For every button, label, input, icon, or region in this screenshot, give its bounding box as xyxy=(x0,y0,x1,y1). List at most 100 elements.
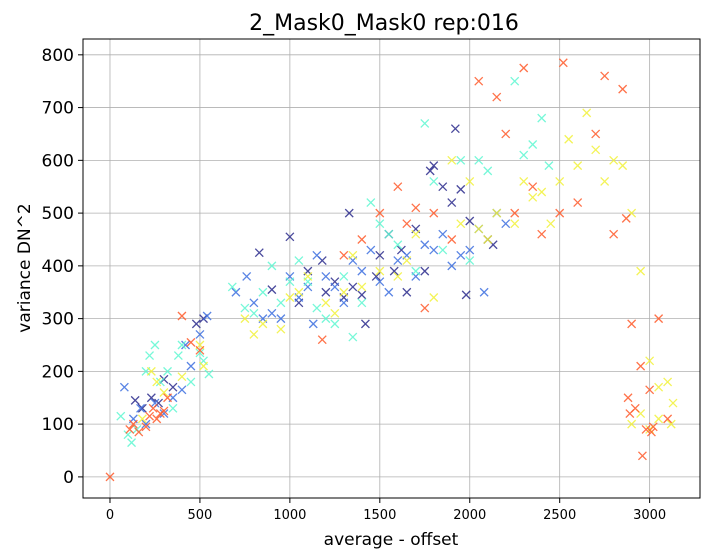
data-point xyxy=(254,248,264,258)
data-point xyxy=(146,393,156,403)
data-point xyxy=(654,382,664,392)
data-point xyxy=(249,298,259,308)
data-point xyxy=(668,398,678,408)
y-tick-label: 300 xyxy=(42,310,74,330)
data-point xyxy=(125,424,135,434)
axis-ticks: 0 500 1000 1500 2000 2500 3000 0 100 200 300 400 500… xyxy=(42,46,667,523)
y-tick-label: 0 xyxy=(63,468,74,488)
data-point xyxy=(465,245,475,255)
data-point xyxy=(348,250,358,260)
data-point xyxy=(227,282,237,292)
data-point xyxy=(528,192,538,202)
data-point xyxy=(163,366,173,376)
data-point xyxy=(544,161,554,171)
data-point xyxy=(240,303,250,313)
data-point xyxy=(627,419,637,429)
data-point xyxy=(429,161,439,171)
data-point xyxy=(375,266,385,276)
data-point xyxy=(447,261,457,271)
data-point xyxy=(411,203,421,213)
data-point xyxy=(537,113,547,123)
data-point xyxy=(145,351,155,361)
y-axis-label: variance DN^2 xyxy=(15,203,35,332)
x-tick-label: 0 xyxy=(106,508,114,523)
data-point xyxy=(134,427,144,437)
data-point xyxy=(375,208,385,218)
data-point xyxy=(267,308,277,318)
data-point xyxy=(128,419,138,429)
data-point xyxy=(276,324,286,334)
data-point xyxy=(474,76,484,86)
plot-frame xyxy=(82,38,701,499)
data-point xyxy=(447,155,457,165)
data-point xyxy=(148,403,158,413)
data-point xyxy=(195,348,205,358)
data-point xyxy=(465,216,475,226)
data-point xyxy=(168,382,178,392)
y-tick-label: 700 xyxy=(42,99,74,119)
data-point xyxy=(510,219,520,229)
data-point xyxy=(537,229,547,239)
y-tick-label: 500 xyxy=(42,204,74,224)
data-point xyxy=(630,403,640,413)
x-tick-label: 500 xyxy=(188,508,213,523)
data-point xyxy=(429,208,439,218)
data-point xyxy=(202,311,212,321)
data-point xyxy=(510,208,520,218)
data-point xyxy=(456,184,466,194)
data-point xyxy=(558,58,568,68)
data-point xyxy=(242,271,252,281)
data-point xyxy=(186,361,196,371)
data-point xyxy=(152,414,162,424)
data-point xyxy=(636,361,646,371)
data-point xyxy=(191,319,201,329)
x-tick-label: 3000 xyxy=(633,508,666,523)
data-point xyxy=(177,311,187,321)
data-point xyxy=(636,266,646,276)
data-point xyxy=(159,406,169,416)
data-point xyxy=(420,118,430,128)
data-point xyxy=(573,198,583,208)
data-point xyxy=(136,403,146,413)
data-point xyxy=(330,308,340,318)
y-tick-label: 100 xyxy=(42,415,74,435)
data-point xyxy=(127,438,137,448)
data-point xyxy=(204,369,214,379)
data-point xyxy=(393,256,403,266)
data-point xyxy=(163,393,173,403)
data-point xyxy=(231,287,241,297)
data-point xyxy=(555,208,565,218)
data-point xyxy=(411,266,421,276)
data-point xyxy=(474,224,484,234)
data-point xyxy=(654,314,664,324)
x-tick-label: 2500 xyxy=(543,508,576,523)
data-point xyxy=(663,414,673,424)
data-point xyxy=(249,329,259,339)
y-tick-label: 600 xyxy=(42,151,74,171)
data-point xyxy=(537,187,547,197)
data-point xyxy=(159,409,169,419)
data-point xyxy=(294,256,304,266)
data-point xyxy=(258,287,268,297)
data-point xyxy=(371,271,381,281)
data-point xyxy=(249,308,259,318)
data-point xyxy=(528,182,538,192)
data-point xyxy=(555,176,565,186)
data-point xyxy=(199,361,208,371)
data-point xyxy=(285,293,295,302)
data-point xyxy=(564,134,574,144)
data-point xyxy=(357,266,367,276)
x-tick-label: 1000 xyxy=(273,508,306,523)
data-point xyxy=(438,245,448,255)
chart-title: 2_Mask0_Mask0 rep:016 xyxy=(249,11,519,36)
data-point xyxy=(339,298,349,308)
data-point xyxy=(393,182,403,192)
data-point xyxy=(116,411,126,421)
data-point xyxy=(663,377,673,387)
x-axis-label: average - offset xyxy=(324,530,459,550)
data-point xyxy=(627,319,637,329)
data-point xyxy=(145,411,155,421)
data-point xyxy=(105,472,115,482)
data-point xyxy=(366,245,376,255)
data-point xyxy=(429,293,439,302)
